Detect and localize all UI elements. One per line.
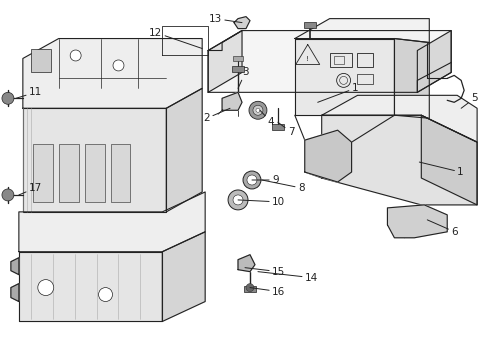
Circle shape <box>2 92 14 104</box>
Circle shape <box>228 190 248 210</box>
Polygon shape <box>417 31 451 92</box>
Polygon shape <box>162 232 205 321</box>
Bar <box>304 22 316 28</box>
Polygon shape <box>238 255 255 272</box>
Text: !: ! <box>306 57 309 63</box>
Polygon shape <box>322 95 477 142</box>
Text: 11: 11 <box>16 87 42 98</box>
Circle shape <box>2 189 14 201</box>
Text: 2: 2 <box>203 108 230 123</box>
Text: 7: 7 <box>278 122 294 137</box>
Text: 5: 5 <box>461 93 478 108</box>
Text: 1: 1 <box>318 84 358 102</box>
Circle shape <box>233 195 243 205</box>
Bar <box>33 144 53 202</box>
Circle shape <box>256 108 260 112</box>
Text: 13: 13 <box>209 14 242 24</box>
Polygon shape <box>11 258 19 275</box>
Bar <box>272 124 284 130</box>
Text: 6: 6 <box>427 220 458 237</box>
Polygon shape <box>208 31 242 92</box>
Bar <box>232 67 244 72</box>
Bar <box>85 144 104 202</box>
Text: 10: 10 <box>238 197 285 207</box>
Text: 17: 17 <box>19 183 42 195</box>
Bar <box>244 285 256 292</box>
Circle shape <box>253 105 263 115</box>
Polygon shape <box>11 284 19 302</box>
Polygon shape <box>295 39 394 115</box>
Text: 12: 12 <box>149 28 202 49</box>
Polygon shape <box>222 92 242 110</box>
Polygon shape <box>295 19 429 42</box>
Text: 9: 9 <box>252 175 278 185</box>
Bar <box>111 144 130 202</box>
Text: 1: 1 <box>419 162 464 177</box>
Polygon shape <box>19 192 205 252</box>
Circle shape <box>98 288 113 302</box>
Circle shape <box>113 60 124 71</box>
Polygon shape <box>208 31 451 92</box>
Bar <box>59 144 78 202</box>
Circle shape <box>243 171 261 189</box>
Polygon shape <box>166 88 202 212</box>
Bar <box>233 57 243 62</box>
Bar <box>334 57 343 64</box>
Circle shape <box>246 284 254 292</box>
Circle shape <box>70 50 81 61</box>
Text: 14: 14 <box>258 272 318 283</box>
Polygon shape <box>388 205 447 238</box>
Polygon shape <box>421 115 477 205</box>
Polygon shape <box>234 17 250 28</box>
Polygon shape <box>322 115 477 205</box>
Circle shape <box>249 101 267 119</box>
Polygon shape <box>23 39 202 108</box>
Bar <box>357 54 372 67</box>
Polygon shape <box>19 252 162 321</box>
Polygon shape <box>23 108 166 212</box>
Text: 8: 8 <box>262 180 304 193</box>
Polygon shape <box>394 39 429 118</box>
Text: 16: 16 <box>250 287 285 297</box>
Bar <box>31 49 51 72</box>
Bar <box>330 54 352 67</box>
Circle shape <box>38 280 54 296</box>
Text: 3: 3 <box>238 67 248 88</box>
Circle shape <box>247 175 257 185</box>
Bar <box>357 75 372 84</box>
Polygon shape <box>305 130 352 182</box>
Text: 4: 4 <box>260 110 274 127</box>
Text: 15: 15 <box>245 267 285 276</box>
